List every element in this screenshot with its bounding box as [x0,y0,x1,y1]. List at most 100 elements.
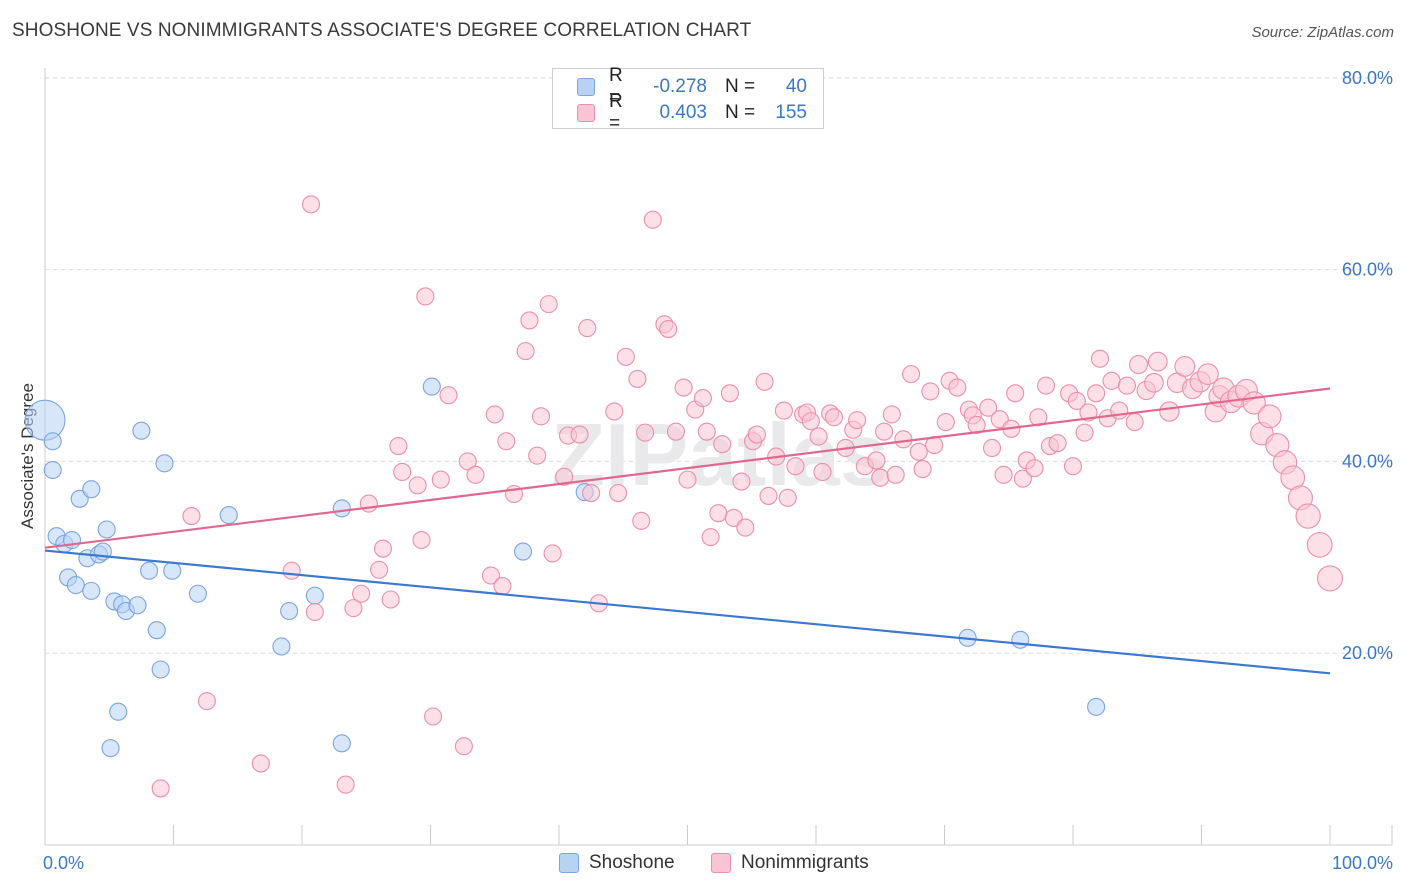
shoshone-point [188,584,207,603]
nonimmigrants-point [1128,354,1149,375]
nonimmigrants-point [990,410,1009,429]
nonimmigrants-point [786,457,805,476]
nonimmigrants-point [182,507,201,526]
nonimmigrants-point [936,413,955,432]
nonimmigrants-point [1090,349,1110,368]
nonimmigrants-point [1159,401,1180,422]
nonimmigrants-point [197,692,216,711]
nonimmigrants-point [393,462,412,481]
nonimmigrants-point [774,401,793,420]
shoshone-point [513,542,533,561]
series-legend: Shoshone Nonimmigrants [0,852,1406,878]
nonimmigrants-point [759,486,778,505]
shoshone-point [70,489,89,508]
nonimmigrants-point [871,468,890,487]
nonimmigrants-point [1067,391,1086,411]
x-tick-label: 0.0% [43,853,84,873]
nonimmigrants-point [1144,372,1164,393]
nonimmigrants-point [713,435,732,454]
shoshone-point [1087,697,1106,716]
nonimmigrants-point [408,476,427,495]
y-tick-label: 40.0% [1342,451,1393,471]
points-layer [24,195,1344,798]
y-tick-label: 60.0% [1342,260,1393,280]
shoshone-point [280,601,299,621]
n-value: 40 [785,76,807,97]
nonimmigrants-point [982,438,1002,458]
nonimmigrants-point [481,566,500,585]
nonimmigrants-point [424,707,443,726]
nonimmigrants-point [1075,423,1094,442]
nonimmigrants-point [948,378,967,397]
nonimmigrants-point [1110,401,1129,420]
legend-swatch-nonimmigrants [577,104,595,122]
nonimmigrants-point [609,483,628,503]
nonimmigrants-point [666,422,685,441]
nonimmigrants-point [373,539,393,558]
nonimmigrants-point [151,779,170,798]
legend-item-nonimmigrants[interactable]: Nonimmigrants [711,852,869,874]
nonimmigrants-point [1013,469,1032,488]
nonimmigrants-point [1087,384,1106,403]
shoshone-point [272,637,291,656]
nonimmigrants-point [778,488,797,507]
shoshone-point [97,520,116,539]
nonimmigrants-point [301,195,321,214]
shoshone-point [24,399,66,441]
shoshone-point [332,734,351,753]
nonimmigrants-point [994,465,1013,484]
nonimmigrants-point [1197,363,1219,385]
nonimmigrants-point [1048,434,1067,453]
y-tick-label: 20.0% [1342,643,1393,663]
nonimmigrants-point [701,528,720,547]
nonimmigrants-point [412,530,431,550]
nonimmigrants-point [628,369,647,388]
nonimmigrants-point [1079,403,1098,422]
nonimmigrants-point [875,422,894,441]
nonimmigrants-point [520,311,539,330]
nonimmigrants-point [605,402,624,421]
nonimmigrants-point [755,372,774,391]
axis-layer [44,68,1393,846]
nonimmigrants-point [921,382,940,401]
nonimmigrants-point [813,462,832,481]
nonimmigrants-point [678,470,697,489]
shoshone-point [66,576,85,595]
nonimmigrants-point [578,319,597,338]
shoshone-point [101,739,120,758]
n-label: N = [725,76,756,97]
nonimmigrants-point [1316,565,1344,592]
nonimmigrants-point [1063,457,1083,476]
nonimmigrants-point [1257,404,1282,429]
shoshone-point [163,561,182,580]
nonimmigrants-point [1147,351,1168,372]
shoshone-point [43,460,62,480]
nonimmigrants-point [282,561,301,580]
nonimmigrants-point [720,384,739,403]
chart-title: SHOSHONE VS NONIMMIGRANTS ASSOCIATE'S DE… [12,20,752,41]
nonimmigrants-point [305,602,324,622]
source-credit: Source: ZipAtlas.com [1251,24,1394,41]
shoshone-point [305,586,324,605]
nonimmigrants-point [1117,376,1137,395]
nonimmigrants-point [497,432,516,451]
legend-swatch-shoshone [577,78,595,96]
nonimmigrants-point [458,452,477,471]
nonimmigrants-point [902,365,921,384]
n-value: 155 [775,102,807,123]
shoshone-point [140,561,159,580]
shoshone-point [43,432,62,451]
shoshone-point [332,499,351,518]
nonimmigrants-point [454,737,473,756]
nonimmigrants-point [848,411,867,430]
nonimmigrants-point [516,342,535,361]
nonimmigrants-point [493,577,512,596]
nonimmigrants-point [1036,376,1056,395]
nonimmigrants-point [636,423,655,442]
nonimmigrants-point [359,494,378,513]
nonimmigrants-point [555,467,574,486]
correlation-legend: R = -0.278 N = 40 R = 0.403 N = 155 [552,65,824,134]
legend-item-shoshone[interactable]: Shoshone [559,852,675,874]
nonimmigrants-point [709,504,728,523]
